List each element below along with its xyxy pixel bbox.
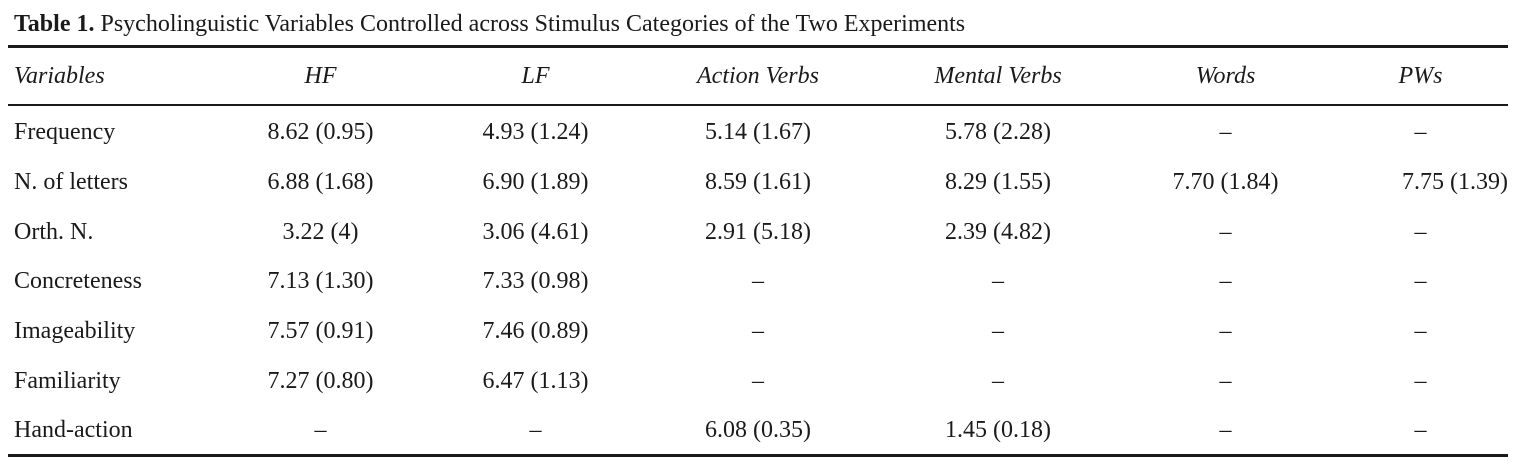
- table-header: Variables HF LF Action Verbs Mental Verbs Wor…: [8, 48, 1508, 104]
- table-cell: –: [1414, 119, 1427, 146]
- table-cell: –: [529, 417, 542, 444]
- table-row: Imageability 7.57 (0.91) 7.46 (0.89) – – – –: [8, 307, 1508, 357]
- table-cell: –: [314, 417, 327, 444]
- table-cell: –: [1219, 218, 1232, 245]
- header-row: Variables HF LF Action Verbs Mental Verbs Wor…: [8, 48, 1508, 104]
- table-cell: 7.75 (1.39): [1402, 169, 1508, 196]
- bottom-rule: [8, 454, 1508, 457]
- table-cell: 1.45 (0.18): [945, 417, 1051, 444]
- table-caption-text: Psycholinguistic Variables Controlled ac…: [100, 11, 966, 37]
- table-cell: 8.29 (1.55): [945, 169, 1051, 196]
- header-rule: [8, 104, 1508, 106]
- table-cell: –: [1414, 268, 1427, 295]
- table-cell: –: [1219, 268, 1232, 295]
- table-cell: –: [992, 318, 1004, 345]
- table-cell: 3.06 (4.61): [482, 218, 589, 245]
- top-rule: [8, 45, 1508, 48]
- column-header: PWs: [1398, 62, 1443, 89]
- table-cell: –: [992, 367, 1004, 394]
- table-cell: –: [752, 268, 764, 295]
- table-cell: –: [1219, 318, 1232, 345]
- table-cell: 8.62 (0.95): [267, 119, 374, 146]
- table-cell: 5.78 (2.28): [945, 119, 1051, 146]
- table-body: Frequency 8.62 (0.95) 4.93 (1.24) 5.14 (1.6…: [8, 104, 1508, 456]
- table-cell: 4.93 (1.24): [482, 119, 589, 146]
- row-label: Imageability: [14, 318, 136, 345]
- data-table: Variables HF LF Action Verbs Mental Verbs Wor…: [8, 48, 1508, 456]
- column-header: LF: [521, 62, 550, 89]
- column-header-variables: Variables: [14, 62, 105, 89]
- table-cell: –: [752, 318, 764, 345]
- table-cell: 2.91 (5.18): [705, 218, 811, 245]
- table-caption: Table 1. Psycholinguistic Variables Cont…: [14, 8, 965, 40]
- table-cell: 7.46 (0.89): [482, 318, 589, 345]
- table-cell: 8.59 (1.61): [705, 169, 811, 196]
- table-cell: 2.39 (4.82): [945, 218, 1051, 245]
- table-cell: –: [752, 367, 764, 394]
- table-cell: 7.70 (1.84): [1172, 169, 1279, 196]
- column-header: HF: [304, 62, 337, 89]
- table-cell: –: [1414, 318, 1427, 345]
- table-cell: 7.13 (1.30): [267, 268, 374, 295]
- table-cell: –: [1219, 119, 1232, 146]
- column-header: Mental Verbs: [934, 62, 1062, 89]
- table-cell: –: [1414, 367, 1427, 394]
- table-row: N. of letters 6.88 (1.68) 6.90 (1.89) 8.59 …: [8, 158, 1508, 208]
- column-header: Words: [1195, 62, 1256, 89]
- table-cell: 3.22 (4): [282, 218, 359, 245]
- row-label: Orth. N.: [14, 218, 94, 245]
- row-label: Familiarity: [14, 367, 121, 394]
- table-cell: –: [1219, 417, 1232, 444]
- row-label: N. of letters: [14, 169, 128, 196]
- row-label: Frequency: [14, 119, 116, 146]
- table-cell: 6.08 (0.35): [705, 417, 811, 444]
- table-cell: –: [1414, 417, 1427, 444]
- table-row: Concreteness 7.13 (1.30) 7.33 (0.98) – – – –: [8, 257, 1508, 307]
- row-label: Concreteness: [14, 268, 142, 295]
- table-cell: 6.88 (1.68): [267, 169, 374, 196]
- column-header: Action Verbs: [697, 62, 819, 89]
- table-cell: –: [992, 268, 1004, 295]
- table-cell: 7.57 (0.91): [267, 318, 374, 345]
- table-row: Orth. N. 3.22 (4) 3.06 (4.61) 2.91 (5.18) 2.…: [8, 207, 1508, 257]
- table-cell: 7.27 (0.80): [267, 367, 374, 394]
- table-cell: 5.14 (1.67): [705, 119, 811, 146]
- table-row: Frequency 8.62 (0.95) 4.93 (1.24) 5.14 (1.6…: [8, 104, 1508, 158]
- table-row: Hand-action – – 6.08 (0.35) 1.45 (0.18) – –: [8, 406, 1508, 456]
- table-caption-label: Table 1.: [14, 11, 95, 37]
- table-cell: 7.33 (0.98): [482, 268, 589, 295]
- table-cell: 6.90 (1.89): [482, 169, 589, 196]
- table-cell: –: [1414, 218, 1427, 245]
- table-row: Familiarity 7.27 (0.80) 6.47 (1.13) – – – –: [8, 356, 1508, 406]
- table-cell: –: [1219, 367, 1232, 394]
- row-label: Hand-action: [14, 417, 133, 444]
- table-cell: 6.47 (1.13): [482, 367, 589, 394]
